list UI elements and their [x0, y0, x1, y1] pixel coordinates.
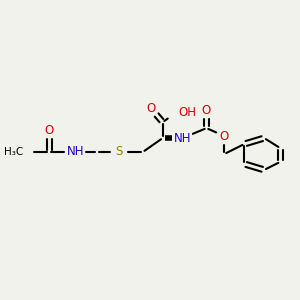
- Text: S: S: [115, 146, 123, 158]
- Text: O: O: [45, 124, 54, 136]
- Text: NH: NH: [66, 146, 84, 158]
- Text: NH: NH: [174, 132, 191, 145]
- Text: OH: OH: [178, 106, 196, 119]
- Text: O: O: [146, 102, 155, 115]
- Text: O: O: [202, 104, 211, 117]
- Text: H₃C: H₃C: [4, 147, 23, 157]
- Text: O: O: [220, 130, 229, 142]
